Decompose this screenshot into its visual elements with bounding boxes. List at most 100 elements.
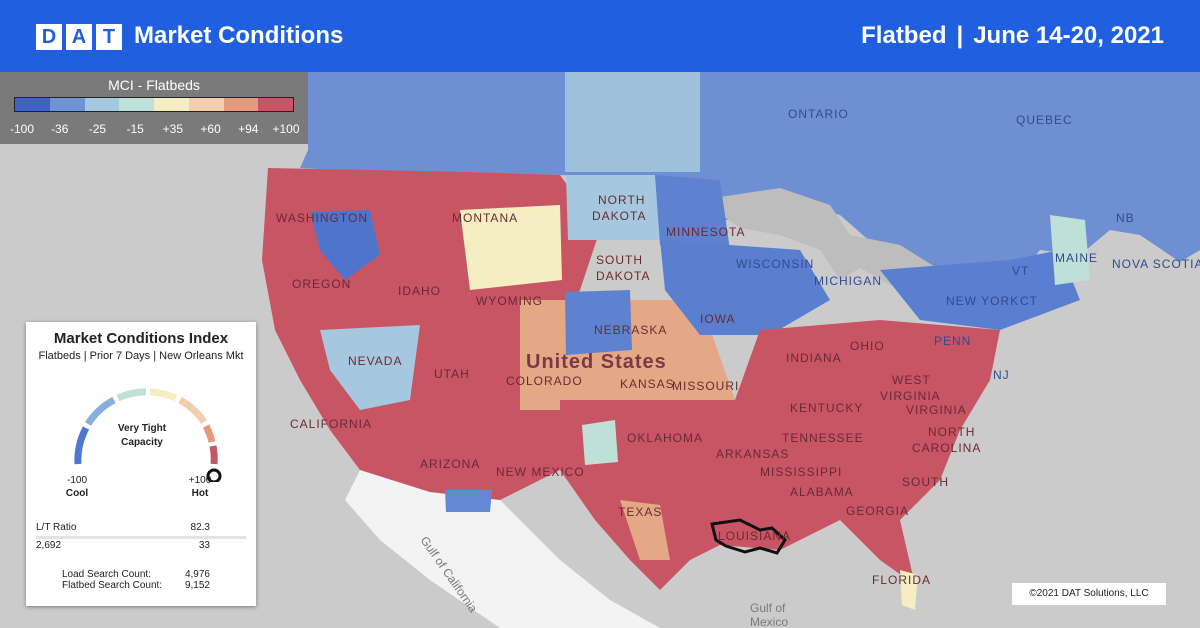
label-michigan: MICHIGAN [814, 274, 882, 288]
nebraska-blue-area [565, 290, 632, 355]
gauge-min: -100 Cool [62, 474, 92, 500]
label-arizona: ARIZONA [420, 457, 480, 471]
label-north-dakota-2: DAKOTA [592, 209, 646, 223]
gauge-status-line1: Very Tight [117, 423, 167, 434]
legend-tick: -100 [9, 122, 35, 136]
panel-subtitle: Flatbeds | Prior 7 Days | New Orleans Mk… [38, 350, 244, 362]
maine-area [1050, 215, 1090, 285]
legend-tick: +94 [238, 122, 259, 136]
gauge-arc-3 [116, 388, 147, 402]
label-north-carolina-1: NORTH [928, 425, 975, 439]
label-west-virginia-2: VIRGINIA [880, 389, 941, 403]
lt-ratio-divider [36, 536, 246, 539]
label-penn: PENN [934, 334, 971, 348]
washington-cool-area [310, 210, 380, 280]
label-indiana: INDIANA [786, 351, 842, 365]
label-nb: NB [1116, 211, 1135, 225]
legend-tick: +60 [200, 122, 221, 136]
north-dakota-area [566, 175, 660, 240]
texas-area [620, 500, 670, 560]
canada-region [300, 72, 1200, 300]
logo-letter-t: T [96, 24, 122, 50]
flatbed-search-value: 9,152 [184, 580, 210, 591]
label-quebec: QUEBEC [1016, 113, 1073, 127]
label-kentucky: KENTUCKY [790, 401, 863, 415]
label-idaho: IDAHO [398, 284, 441, 298]
legend-swatch [119, 98, 154, 111]
oklahoma-teal-area [582, 420, 618, 465]
label-louisiana: LOUISIANA [718, 529, 791, 543]
label-nebraska: NEBRASKA [594, 323, 667, 337]
label-missouri: MISSOURI [672, 379, 739, 393]
label-gulf-of-mexico-1: Gulf of [750, 601, 786, 615]
florida-pale-area [900, 570, 918, 610]
label-florida: FLORIDA [872, 573, 931, 587]
label-virginia: VIRGINIA [906, 403, 967, 417]
label-north-carolina-2: CAROLINA [912, 441, 981, 455]
legend-tick: -25 [88, 122, 107, 136]
mexico-land [345, 470, 660, 628]
label-oregon: OREGON [292, 277, 351, 291]
northeast-blue-area [880, 250, 1080, 330]
minnesota-area [655, 175, 730, 250]
copyright-notice: ©2021 DAT Solutions, LLC [1012, 583, 1166, 605]
label-nj: NJ [993, 368, 1010, 382]
logo-letter-a: A [66, 24, 92, 50]
header-bar: D A T Market Conditions Flatbed | June 14-… [0, 0, 1200, 72]
legend-swatch [15, 98, 50, 111]
lt-ratio-label: L/T Ratio [36, 522, 77, 533]
label-new-york: NEW YORK [946, 294, 1019, 308]
gauge-status-line2: Capacity [121, 437, 163, 448]
label-washington: WASHINGTON [276, 211, 368, 225]
label-utah: UTAH [434, 367, 470, 381]
flatbed-search-label: Flatbed Search Count: [62, 580, 163, 591]
legend-swatch [223, 98, 259, 111]
page-title: Market Conditions [134, 22, 344, 49]
great-lakes [700, 188, 940, 290]
label-iowa: IOWA [700, 312, 736, 326]
gauge-min-value: -100 [66, 475, 87, 486]
arizona-blue-area [445, 490, 492, 512]
gauge-max-label: Hot [191, 488, 209, 499]
label-minnesota: MINNESOTA [666, 225, 745, 239]
montana-cool-area [460, 205, 562, 290]
load-search-label: Load Search Count: [62, 569, 151, 580]
title-separator: | [956, 22, 964, 49]
midwest-blue-area [660, 240, 830, 335]
label-south-carolina: SOUTH [902, 475, 949, 489]
truck-count: 33 [198, 540, 210, 551]
label-vt: VT [1012, 264, 1029, 278]
label-wyoming: WYOMING [476, 294, 543, 308]
label-gulf-of-mexico-2: Mexico [750, 615, 788, 628]
label-maine: MAINE [1055, 251, 1098, 265]
label-colorado: COLORADO [506, 374, 583, 388]
gauge-arc-1 [74, 426, 90, 465]
label-north-dakota-1: NORTH [598, 193, 645, 207]
label-arkansas: ARKANSAS [716, 447, 789, 461]
nevada-area [320, 325, 420, 410]
load-search-value: 4,976 [184, 569, 210, 580]
manitoba-region [565, 72, 700, 172]
label-kansas: KANSAS [620, 377, 675, 391]
label-california: CALIFORNIA [290, 417, 372, 431]
lt-ratio-value: 82.3 [190, 522, 210, 533]
legend-color-scale [14, 97, 294, 112]
label-ct: CT [1020, 294, 1038, 308]
label-ohio: OHIO [850, 339, 885, 353]
logo-letter-d: D [36, 24, 62, 50]
label-west-virginia-1: WEST [892, 373, 931, 387]
equipment-type: Flatbed [861, 22, 947, 49]
label-nevada: NEVADA [348, 354, 402, 368]
label-montana: MONTANA [452, 211, 518, 225]
new-orleans-market-outline[interactable] [710, 518, 787, 555]
legend-swatch [154, 98, 189, 111]
report-info: Flatbed | June 14-20, 2021 [861, 22, 1164, 50]
label-wisconsin: WISCONSIN [736, 257, 814, 271]
mci-gauge [74, 388, 222, 482]
gauge-arc-5 [178, 396, 207, 425]
date-range: June 14-20, 2021 [973, 22, 1164, 49]
legend-tick: +100 [272, 122, 300, 136]
gauge-status: Very Tight Capacity [102, 422, 182, 450]
load-count: 2,692 [36, 540, 62, 551]
gauge-max: +100 Hot [182, 474, 218, 500]
